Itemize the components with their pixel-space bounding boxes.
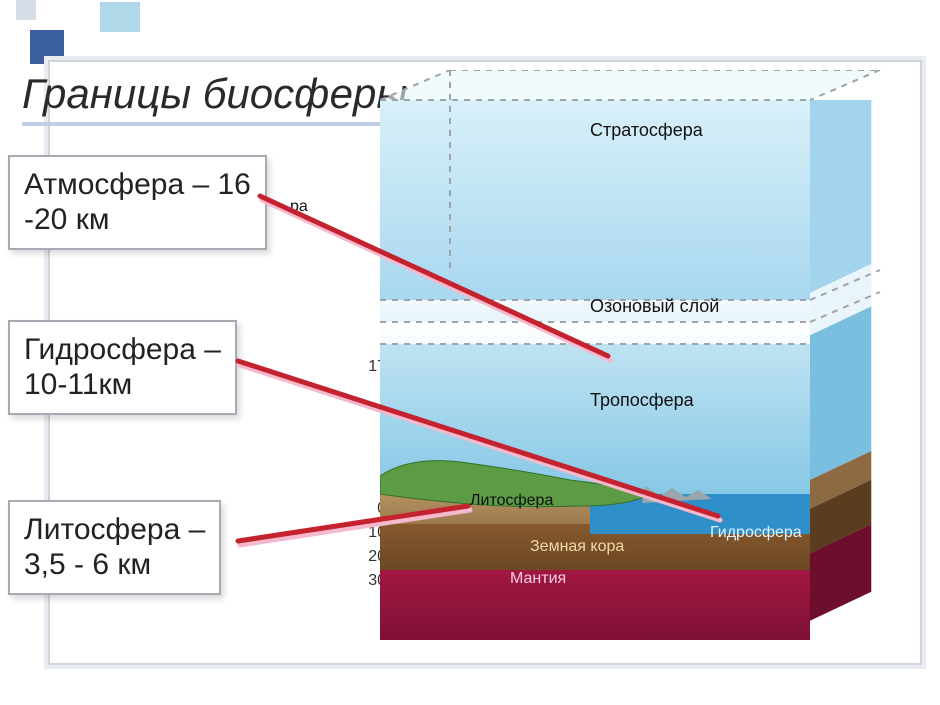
label-lithosphere: Литосфера	[470, 492, 553, 510]
callout-lithosphere: Литосфера – 3,5 - 6 км	[8, 500, 221, 595]
deco-square-a	[100, 2, 140, 32]
biosphere-diagram: ра 17 0 10 20 30	[330, 70, 890, 650]
callout-line: 3,5 - 6 км	[24, 547, 205, 582]
label-ozone: Озоновый слой	[590, 296, 719, 317]
callout-line: 10-11км	[24, 367, 221, 402]
callout-line: Литосфера –	[24, 512, 205, 547]
label-mantle: Мантия	[510, 570, 566, 588]
top-face-outline	[380, 70, 900, 650]
label-troposphere: Тропосфера	[590, 390, 694, 411]
slide-stage: Границы биосферы Атмосфера – 16 -20 км Г…	[0, 0, 940, 705]
callout-line: Атмосфера – 16	[24, 167, 251, 202]
deco-square-b	[30, 30, 64, 64]
callout-atmosphere: Атмосфера – 16 -20 км	[8, 155, 267, 250]
callout-line: -20 км	[24, 202, 251, 237]
callout-hydrosphere: Гидросфера – 10-11км	[8, 320, 237, 415]
label-hydrosphere: Гидросфера	[710, 524, 802, 542]
deco-square-c	[16, 0, 36, 20]
label-crust: Земная кора	[530, 538, 624, 556]
callout-line: Гидросфера –	[24, 332, 221, 367]
label-fragment: ра	[290, 198, 308, 216]
block-3d: Стратосфера Озоновый слой Тропосфера Лит…	[380, 70, 880, 650]
label-stratosphere: Стратосфера	[590, 120, 703, 141]
